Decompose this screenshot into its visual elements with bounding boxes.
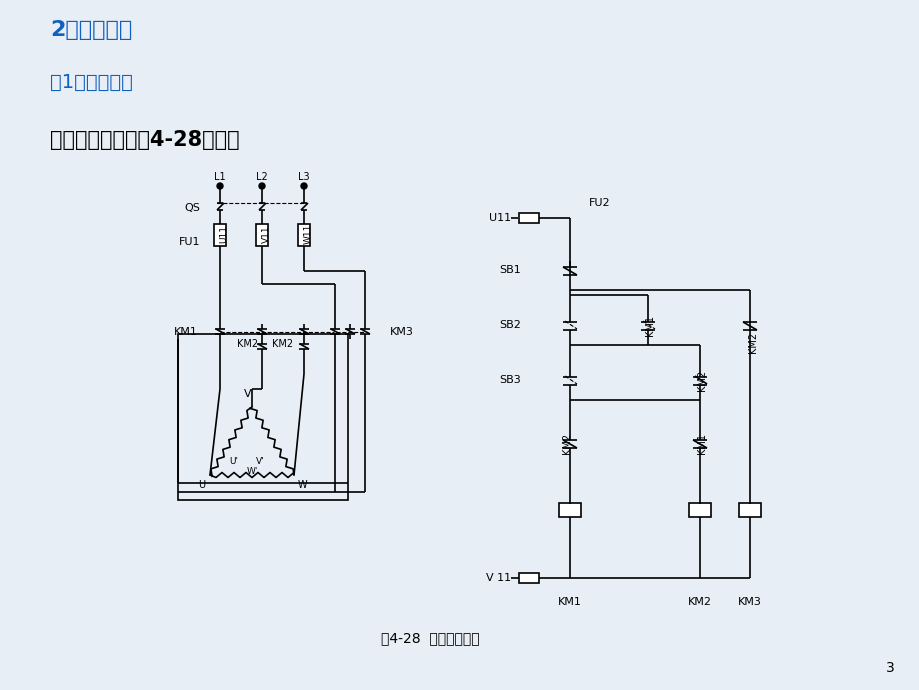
Text: U11: U11 (220, 225, 228, 243)
Bar (177, 334, 347, 500)
Text: L1: L1 (214, 172, 225, 182)
Text: （1）接线调试: （1）接线调试 (50, 72, 132, 92)
Text: W11: W11 (303, 224, 312, 244)
Bar (688, 503, 710, 517)
Text: V11: V11 (261, 225, 270, 243)
Text: 反接制动线路如图4-28所示。: 反接制动线路如图4-28所示。 (50, 130, 239, 150)
Text: QS: QS (184, 203, 199, 213)
Text: V': V' (255, 457, 264, 466)
Text: W': W' (246, 466, 257, 475)
Text: V 11: V 11 (485, 573, 510, 583)
Bar (518, 213, 539, 223)
Text: W: W (297, 480, 306, 490)
Text: SB1: SB1 (499, 265, 520, 275)
Bar (255, 224, 267, 246)
Text: V: V (244, 389, 252, 399)
Text: KM2: KM2 (562, 433, 572, 453)
Text: KM1: KM1 (558, 597, 582, 607)
Text: KM2: KM2 (697, 369, 706, 391)
Text: U: U (199, 480, 205, 490)
Text: KM1: KM1 (174, 327, 198, 337)
Circle shape (217, 183, 222, 189)
Text: L3: L3 (298, 172, 310, 182)
Text: SB2: SB2 (499, 320, 520, 330)
Bar (559, 503, 581, 517)
Text: SB3: SB3 (499, 375, 520, 385)
Bar (214, 224, 226, 246)
Text: KM2: KM2 (687, 597, 711, 607)
Text: KM2: KM2 (237, 339, 258, 349)
Text: 图4-28  反接制动线路: 图4-28 反接制动线路 (380, 631, 479, 645)
Text: FU2: FU2 (588, 198, 610, 208)
Bar (518, 573, 539, 583)
Text: KM3: KM3 (390, 327, 414, 337)
Bar (738, 503, 760, 517)
Text: FU1: FU1 (178, 237, 199, 247)
Text: U11: U11 (488, 213, 510, 223)
Text: 3: 3 (885, 661, 893, 675)
Text: L2: L2 (255, 172, 267, 182)
Text: KM3: KM3 (737, 597, 761, 607)
Text: U': U' (229, 457, 238, 466)
Text: 2、实训内容: 2、实训内容 (50, 20, 132, 40)
Bar (298, 224, 310, 246)
Text: KM1: KM1 (697, 433, 706, 453)
Circle shape (259, 183, 265, 189)
Text: KM2: KM2 (747, 331, 757, 353)
Text: KM2: KM2 (272, 339, 293, 349)
Circle shape (301, 183, 307, 189)
Text: KM1: KM1 (644, 315, 654, 335)
